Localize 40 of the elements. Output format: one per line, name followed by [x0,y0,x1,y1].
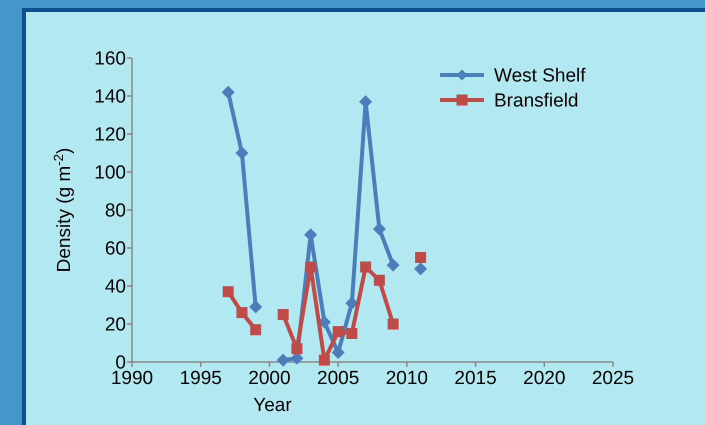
point [276,354,290,367]
point [291,343,302,354]
point [305,262,316,272]
point [374,274,385,286]
y-tick-label: 120 [94,124,126,146]
point [414,262,428,276]
legend-label: Bransfield [494,90,578,112]
x-tick-label: 2000 [248,368,291,389]
x-tick-label: 2025 [592,368,634,389]
point [360,262,372,272]
y-tick-label: 80 [104,200,126,222]
point [372,222,386,236]
point [222,286,234,298]
point [318,354,330,366]
point [346,328,358,339]
point [345,296,358,310]
point [235,146,248,160]
x-axis-title: Year [253,395,292,416]
point [332,326,344,338]
x-tick-label: 2020 [523,368,566,389]
y-tick-label: 100 [94,162,126,184]
y-tick-label: 140 [94,86,126,108]
point [222,86,235,99]
x-tick-label: 2005 [317,368,360,389]
x-tick-label: 2015 [454,368,497,389]
y-tick-label: 20 [104,314,126,336]
point [250,324,262,336]
point [278,309,289,320]
y-tick-label: 40 [104,276,126,298]
x-tick-label: 2010 [386,368,428,389]
x-tick-label: 1995 [180,368,222,389]
point [415,252,426,263]
legend-label: West Shelf [494,66,586,87]
point [236,307,248,318]
y-tick-label: 160 [94,48,126,70]
point [388,318,399,330]
point [332,346,345,359]
point [249,300,262,314]
point [386,258,400,272]
y-tick-label: 60 [104,238,126,260]
